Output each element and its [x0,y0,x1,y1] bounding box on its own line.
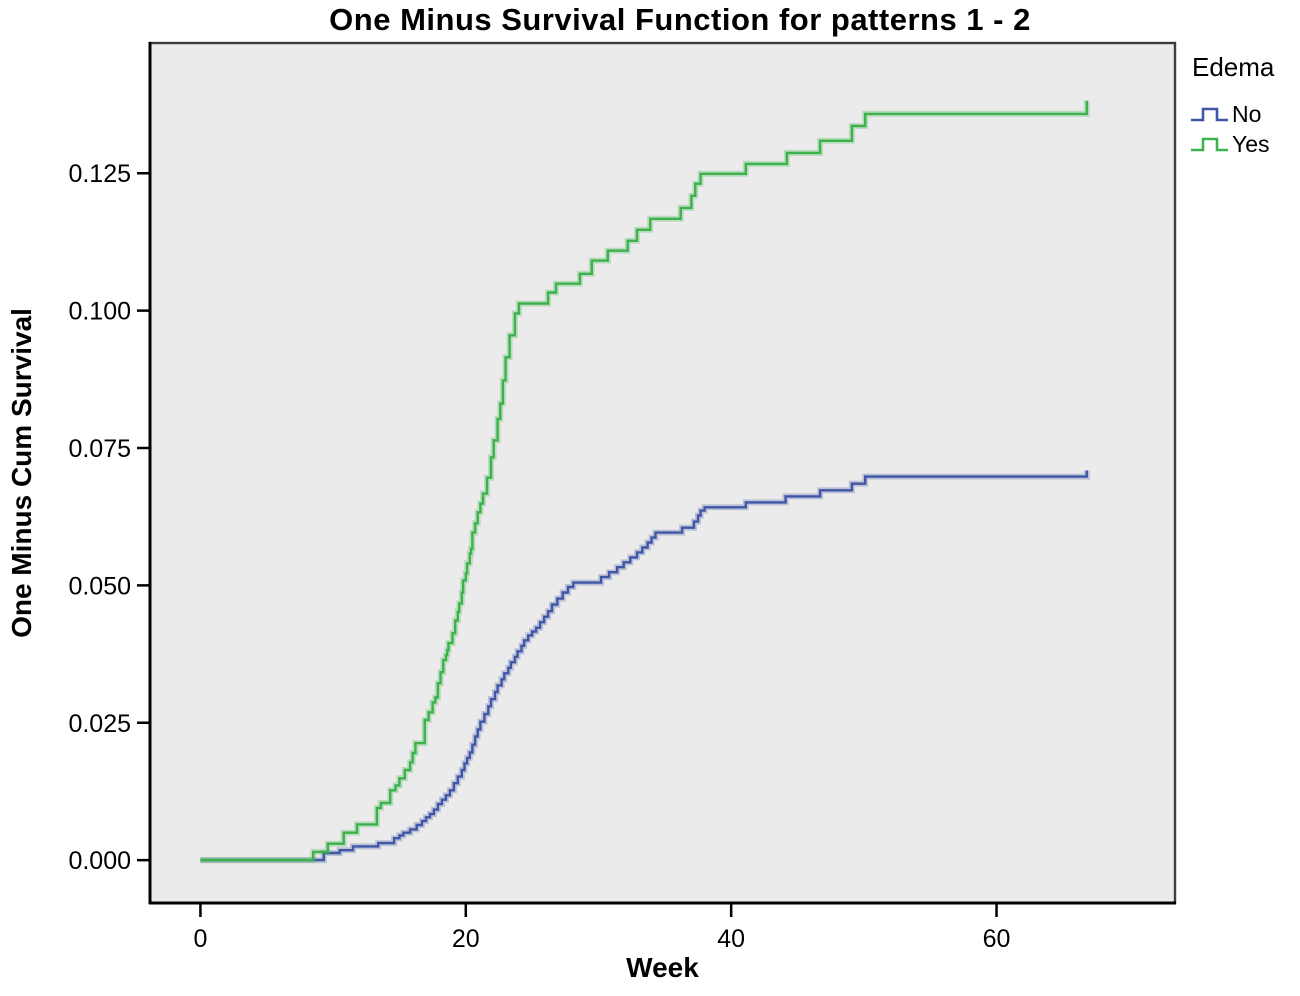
x-tick-label: 60 [983,925,1011,953]
series-line-no [200,470,1088,862]
series-line-yes [200,100,1088,862]
legend-line-no-icon [1191,107,1228,122]
legend-label-no: No [1232,100,1262,127]
x-axis-title: Week [626,952,699,983]
legend-title: Edema [1192,52,1275,82]
legend: Edema No Yes [1190,52,1300,159]
y-tick-label: 0.000 [68,847,131,875]
y-tick-label: 0.050 [68,572,131,600]
x-tick-label: 20 [452,925,480,953]
chart-title: One Minus Survival Function for patterns… [329,2,1031,37]
y-tick-label: 0.100 [68,298,131,326]
legend-line-yes-icon [1191,137,1228,152]
x-tick-label: 0 [193,925,207,953]
y-tick-label: 0.075 [68,435,131,463]
plot-area [150,43,1175,903]
legend-item-yes: Yes [1190,129,1300,159]
y-tick-label: 0.025 [68,710,131,738]
legend-item-no: No [1190,99,1300,129]
x-tick-label: 40 [717,925,745,953]
legend-label-yes: Yes [1232,130,1270,157]
y-tick-label: 0.125 [68,160,131,188]
